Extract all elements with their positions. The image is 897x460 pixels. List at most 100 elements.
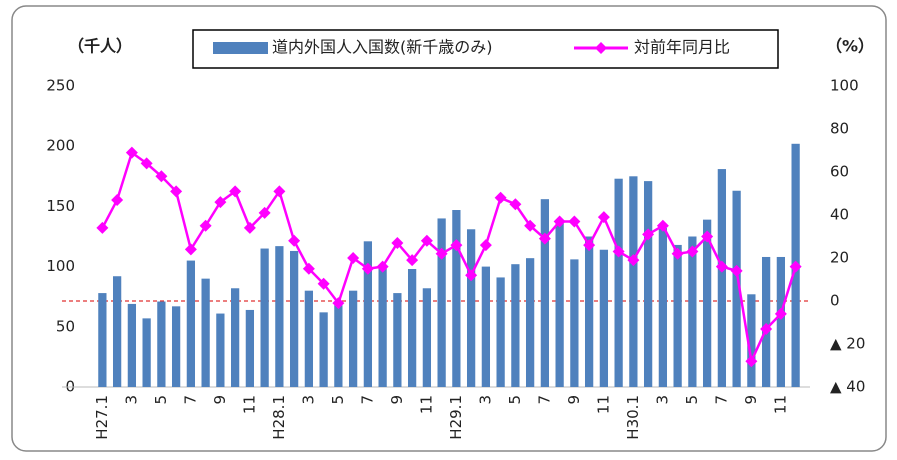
line-marker — [789, 260, 802, 273]
bar — [378, 265, 387, 387]
line-marker — [509, 198, 522, 211]
y2-tick-label: 40 — [830, 206, 849, 224]
y-tick-label: 150 — [46, 197, 75, 215]
bar — [481, 266, 491, 387]
bar — [525, 258, 535, 387]
x-tick-label: H29.1 — [447, 395, 465, 440]
bar — [422, 288, 432, 387]
line-marker — [347, 252, 360, 264]
bar — [275, 246, 284, 387]
legend-label: 対前年同月比 — [634, 38, 730, 57]
line-marker — [686, 245, 699, 258]
legend — [192, 29, 779, 69]
bar — [216, 313, 225, 387]
bar — [348, 290, 358, 387]
bar — [157, 301, 166, 387]
bar — [732, 190, 741, 387]
line-marker — [406, 254, 419, 267]
bar — [584, 236, 594, 387]
x-tick-label: 5 — [683, 395, 701, 405]
x-tick-label: 5 — [506, 395, 524, 405]
x-tick-label: 3 — [476, 395, 494, 405]
line-marker — [538, 232, 551, 245]
bar — [688, 236, 697, 387]
line-marker — [302, 262, 315, 275]
bar — [673, 244, 682, 387]
line-marker — [199, 219, 212, 232]
line-marker — [420, 234, 433, 247]
line-marker — [583, 239, 596, 252]
x-tick-label: 3 — [299, 395, 317, 405]
line-marker — [140, 157, 153, 170]
x-tick-label: 7 — [535, 395, 553, 405]
line-marker — [258, 206, 271, 219]
bar — [437, 218, 446, 387]
bar — [658, 228, 668, 387]
x-tick-label: H28.1 — [270, 395, 288, 440]
bar — [511, 264, 520, 387]
legend-bar-swatch — [213, 42, 268, 54]
line-marker — [229, 185, 242, 198]
line-marker — [701, 230, 714, 243]
y2-tick-label: 20 — [830, 249, 849, 267]
line-marker — [745, 355, 758, 368]
y2-tick-label: 0 — [830, 292, 840, 310]
x-tick-label: 3 — [653, 395, 671, 405]
bar — [98, 293, 107, 387]
bar — [466, 229, 476, 387]
x-tick-label: H30.1 — [624, 395, 642, 440]
bar — [230, 288, 240, 387]
line-marker — [656, 219, 669, 232]
bar — [171, 306, 181, 387]
line-marker — [376, 260, 389, 273]
x-tick-label: 9 — [211, 395, 229, 405]
line-marker — [774, 307, 787, 320]
bar — [112, 276, 122, 387]
x-tick-label: 9 — [742, 395, 760, 405]
x-tick-label: 11 — [594, 395, 612, 414]
y2-tick-label: ▲ 40 — [830, 378, 865, 396]
bar — [304, 290, 314, 387]
bar — [245, 309, 255, 387]
line-marker — [332, 297, 345, 310]
legend-label: 道内外国人入国数(新千歳のみ) — [272, 38, 493, 57]
x-tick-label: 7 — [712, 395, 730, 405]
bar — [599, 249, 609, 387]
bar — [614, 178, 623, 387]
line-marker — [317, 277, 330, 290]
legend-marker — [595, 42, 607, 54]
y-tick-label: 250 — [46, 77, 75, 95]
line-marker — [111, 193, 124, 206]
line-marker — [597, 211, 610, 224]
line-marker — [627, 254, 640, 267]
line-marker — [361, 262, 374, 275]
y-tick-label: 50 — [56, 317, 75, 335]
bar — [127, 303, 137, 387]
line-marker — [494, 191, 507, 204]
bar — [393, 293, 402, 387]
y2-tick-label: 80 — [830, 120, 849, 138]
x-tick-label: 5 — [152, 395, 170, 405]
y2-tick-label: 60 — [830, 163, 849, 181]
bar — [555, 223, 564, 387]
line-marker — [170, 185, 183, 198]
bar — [260, 248, 269, 387]
x-tick-label: 3 — [122, 395, 140, 405]
line-marker — [715, 260, 728, 273]
line-marker — [155, 170, 168, 183]
bar — [629, 176, 638, 387]
line-marker — [553, 215, 566, 228]
x-tick-label: 7 — [181, 395, 199, 405]
y-tick-label: 100 — [46, 257, 75, 275]
x-tick-label: 9 — [388, 395, 406, 405]
line-marker — [524, 219, 537, 232]
bar — [570, 259, 579, 387]
x-tick-label: 11 — [417, 395, 435, 414]
line-marker — [465, 269, 478, 282]
x-tick-label: 5 — [329, 395, 347, 405]
line-marker — [96, 221, 109, 234]
y2-tick-label: 100 — [830, 77, 859, 95]
line-marker — [760, 322, 773, 335]
line-marker — [214, 196, 227, 209]
